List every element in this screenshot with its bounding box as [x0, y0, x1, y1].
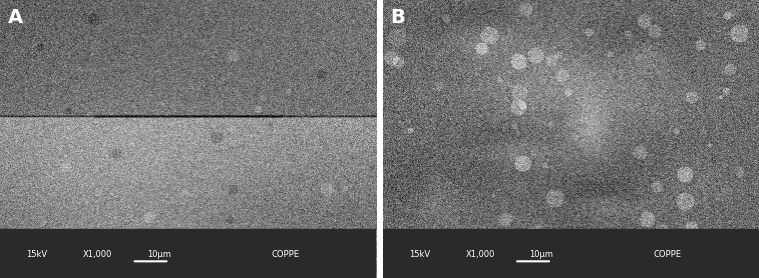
Text: X1,000: X1,000 — [465, 250, 495, 259]
Bar — [383, 229, 759, 278]
Text: 10μm: 10μm — [146, 250, 171, 259]
Text: 15kV: 15kV — [27, 250, 48, 259]
Text: COPPE: COPPE — [271, 250, 299, 259]
Text: 15kV: 15kV — [409, 250, 430, 259]
Text: X1,000: X1,000 — [83, 250, 112, 259]
Text: COPPE: COPPE — [653, 250, 682, 259]
Text: 10μm: 10μm — [529, 250, 553, 259]
Text: A: A — [8, 8, 23, 27]
Bar — [0, 229, 376, 278]
Text: B: B — [390, 8, 405, 27]
